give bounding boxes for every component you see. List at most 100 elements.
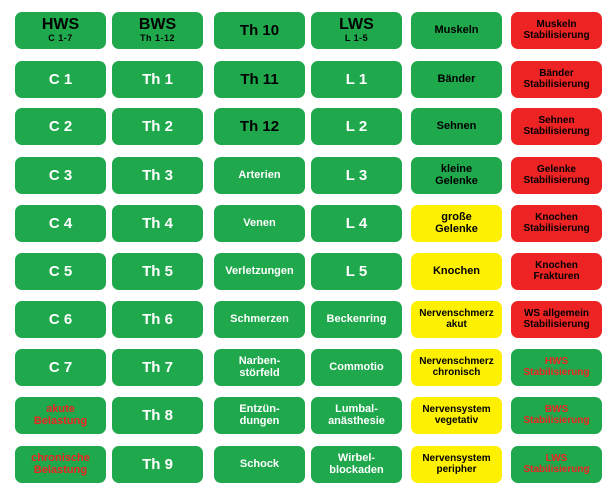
button-chronische-belastung[interactable]: chronische Belastung — [15, 446, 106, 483]
button-label: Bänder — [437, 72, 476, 85]
button-beckenring[interactable]: Beckenring — [311, 301, 402, 338]
button-label: C 4 — [48, 214, 73, 232]
button-th-7[interactable]: Th 7 — [112, 349, 203, 386]
button-schmerzen[interactable]: Schmerzen — [214, 301, 305, 338]
button-label: Th 3 — [142, 166, 173, 184]
button-th-10[interactable]: Th 10 — [214, 12, 305, 49]
button-c-3[interactable]: C 3 — [15, 157, 106, 194]
button-label: Stabilisierung — [523, 463, 590, 475]
button-label: Muskeln — [434, 23, 479, 36]
button-venen[interactable]: Venen — [214, 205, 305, 242]
button-th-9[interactable]: Th 9 — [112, 446, 203, 483]
button-label: Nervenschmerz — [419, 356, 494, 367]
button-l-2[interactable]: L 2 — [311, 108, 402, 145]
button-bws-th-1-12[interactable]: BWS Th 1-12 — [112, 12, 203, 49]
button-label: Gelenke — [537, 164, 576, 175]
button-label: Stabilisierung — [523, 222, 590, 234]
button-lumbal-anaesthesie[interactable]: Lumbal-anästhesie — [311, 397, 402, 434]
button-label: Stabilisierung — [523, 78, 590, 90]
button-th-5[interactable]: Th 5 — [112, 253, 203, 290]
button-label: L 2 — [345, 117, 368, 135]
button-th-8[interactable]: Th 8 — [112, 397, 203, 434]
button-commotio[interactable]: Commotio — [311, 349, 402, 386]
button-entzuen-dungen[interactable]: Entzün-dungen — [214, 397, 305, 434]
button-th-12[interactable]: Th 12 — [214, 108, 305, 145]
button-label: blockaden — [329, 463, 384, 476]
button-bws-stabilisierung[interactable]: BWS Stabilisierung — [511, 397, 602, 434]
button-label: LWS — [339, 16, 374, 34]
button-label: Th 5 — [142, 262, 173, 280]
button-label: Arterien — [238, 168, 281, 181]
button-c-7[interactable]: C 7 — [15, 349, 106, 386]
button-kleine-gelenke[interactable]: kleine Gelenke — [411, 157, 502, 194]
button-sehnen[interactable]: Sehnen — [411, 108, 502, 145]
button-label: akut — [446, 318, 467, 330]
button-baender[interactable]: Bänder — [411, 61, 502, 98]
button-muskeln[interactable]: Muskeln — [411, 12, 502, 49]
button-wirbel-blockaden[interactable]: Wirbel-blockaden — [311, 446, 402, 483]
button-label: Th 4 — [142, 214, 173, 232]
button-sehnen-stabilisierung[interactable]: Sehnen Stabilisierung — [511, 108, 602, 145]
button-l-3[interactable]: L 3 — [311, 157, 402, 194]
button-c-4[interactable]: C 4 — [15, 205, 106, 242]
button-baender-stabilisierung[interactable]: Bänder Stabilisierung — [511, 61, 602, 98]
button-grosse-gelenke[interactable]: große Gelenke — [411, 205, 502, 242]
button-th-6[interactable]: Th 6 — [112, 301, 203, 338]
button-label: Th 12 — [239, 117, 280, 135]
button-label: große — [441, 210, 472, 223]
button-nervenschmerz-chronisch[interactable]: Nervenschmerz chronisch — [411, 349, 502, 386]
button-label: Verletzungen — [225, 264, 294, 277]
button-th-2[interactable]: Th 2 — [112, 108, 203, 145]
button-th-1[interactable]: Th 1 — [112, 61, 203, 98]
button-c-5[interactable]: C 5 — [15, 253, 106, 290]
button-label: störfeld — [239, 366, 280, 379]
button-lws-stabilisierung[interactable]: LWS Stabilisierung — [511, 446, 602, 483]
button-th-4[interactable]: Th 4 — [112, 205, 203, 242]
button-lws-l-1-5[interactable]: LWS L 1-5 — [311, 12, 402, 49]
button-knochen[interactable]: Knochen — [411, 253, 502, 290]
button-narben-stoerfeld[interactable]: Narben-störfeld — [214, 349, 305, 386]
button-nervensystem-vegetativ[interactable]: Nervensystem vegetativ — [411, 397, 502, 434]
button-label: Th 8 — [142, 406, 173, 424]
button-th-11[interactable]: Th 11 — [214, 61, 305, 98]
button-label: Th 2 — [142, 117, 173, 135]
button-label: kleine — [440, 162, 473, 175]
button-label: Belastung — [33, 414, 88, 427]
button-hws-stabilisierung[interactable]: HWS Stabilisierung — [511, 349, 602, 386]
button-label: akute — [46, 402, 75, 415]
button-c-1[interactable]: C 1 — [15, 61, 106, 98]
button-label: C 1-7 — [48, 33, 73, 44]
button-schock[interactable]: Schock — [214, 446, 305, 483]
button-label: Stabilisierung — [523, 414, 590, 426]
button-knochen-stabilisierung[interactable]: Knochen Stabilisierung — [511, 205, 602, 242]
button-label: Gelenke — [435, 174, 478, 187]
button-c-6[interactable]: C 6 — [15, 301, 106, 338]
button-c-2[interactable]: C 2 — [15, 108, 106, 145]
button-label: HWS — [544, 356, 569, 367]
button-verletzungen[interactable]: Verletzungen — [214, 253, 305, 290]
button-akute-belastung[interactable]: akute Belastung — [15, 397, 106, 434]
button-l-1[interactable]: L 1 — [311, 61, 402, 98]
button-label: Narben- — [238, 354, 281, 367]
button-muskeln-stabilisierung[interactable]: Muskeln Stabilisierung — [511, 12, 602, 49]
button-label: Th 7 — [142, 358, 173, 376]
button-l-4[interactable]: L 4 — [311, 205, 402, 242]
button-l-5[interactable]: L 5 — [311, 253, 402, 290]
button-label: Commotio — [329, 360, 384, 373]
button-label: C 3 — [48, 166, 73, 184]
button-label: LWS — [545, 453, 568, 464]
button-hws-c-1-7[interactable]: HWS C 1-7 — [15, 12, 106, 49]
button-gelenke-stabilisierung[interactable]: Gelenke Stabilisierung — [511, 157, 602, 194]
button-nervenschmerz-akut[interactable]: Nervenschmerz akut — [411, 301, 502, 338]
button-th-3[interactable]: Th 3 — [112, 157, 203, 194]
button-label: L 1 — [345, 70, 368, 88]
button-label: Muskeln — [536, 19, 577, 30]
button-arterien[interactable]: Arterien — [214, 157, 305, 194]
button-label: Th 9 — [142, 455, 173, 473]
button-label: Nervensystem — [422, 453, 491, 464]
button-nervensystem-peripher[interactable]: Nervensystem peripher — [411, 446, 502, 483]
button-ws-allgemein-stabilisierung[interactable]: WS allgemein Stabilisierung — [511, 301, 602, 338]
button-label: dungen — [239, 414, 280, 427]
button-label: C 5 — [48, 262, 73, 280]
button-knochen-frakturen[interactable]: Knochen Frakturen — [511, 253, 602, 290]
